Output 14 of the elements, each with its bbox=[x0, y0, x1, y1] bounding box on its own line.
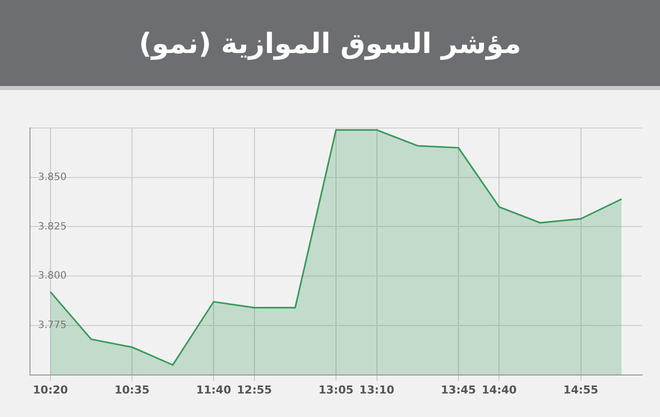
x-tick-label: 13:10 bbox=[359, 383, 395, 396]
x-tick-label: 12:55 bbox=[236, 383, 272, 396]
y-tick-label: 3.800 bbox=[38, 270, 67, 282]
y-tick-label: 3.825 bbox=[38, 221, 67, 232]
x-tick-label: 13:05 bbox=[318, 383, 354, 396]
y-tick-label: 3.775 bbox=[38, 320, 67, 332]
x-tick-label: 14:55 bbox=[563, 383, 598, 396]
x-tick-label: 13:45 bbox=[440, 383, 476, 396]
chart-title: مؤشر السوق الموازية (نمو) bbox=[138, 26, 522, 60]
y-tick-label: 3.850 bbox=[38, 172, 67, 183]
x-tick-label: 11:40 bbox=[196, 383, 232, 396]
x-tick-label: 10:35 bbox=[114, 383, 150, 396]
x-tick-label: 10:20 bbox=[32, 383, 68, 396]
x-tick-label: 14:40 bbox=[482, 383, 518, 396]
